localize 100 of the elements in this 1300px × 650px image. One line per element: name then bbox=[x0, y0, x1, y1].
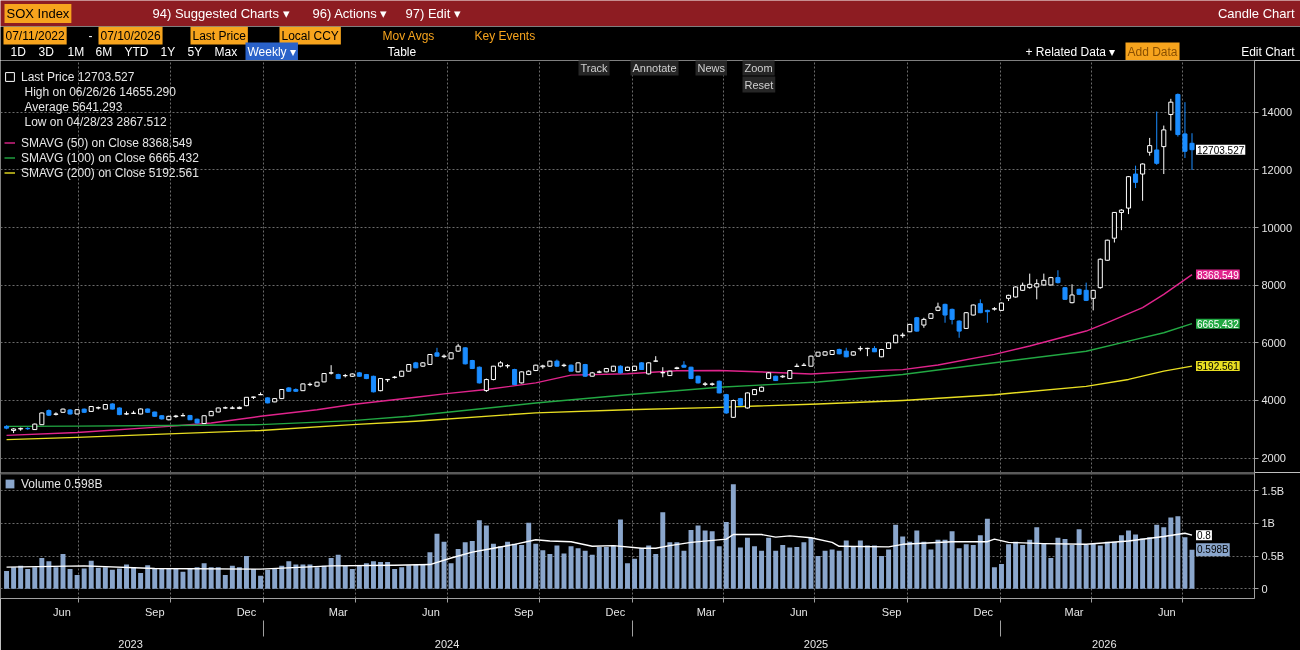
bar bbox=[603, 546, 609, 589]
bar bbox=[307, 564, 313, 589]
candlestick bbox=[1140, 162, 1146, 202]
bar bbox=[356, 565, 362, 589]
bar bbox=[632, 558, 638, 589]
bar bbox=[928, 549, 934, 589]
legend-label: SMAVG (50) on Close 8368.549 bbox=[21, 135, 193, 150]
bar bbox=[822, 550, 828, 589]
bar bbox=[709, 531, 715, 589]
bar bbox=[159, 569, 165, 589]
bar bbox=[1034, 527, 1040, 589]
text: 07/11/2022 bbox=[5, 28, 65, 43]
x-tick-label: Dec bbox=[605, 605, 626, 618]
bar bbox=[462, 542, 468, 589]
bar bbox=[646, 545, 652, 589]
bar bbox=[970, 544, 976, 589]
text: Last Price bbox=[192, 28, 247, 43]
bar bbox=[265, 569, 271, 589]
annotation: Reset bbox=[744, 78, 774, 91]
text: Mov Avgs bbox=[382, 28, 435, 43]
line-series bbox=[5, 532, 1193, 570]
x-tick-label: Sep bbox=[881, 605, 902, 618]
bar bbox=[568, 546, 574, 589]
bar bbox=[540, 550, 546, 589]
bar bbox=[286, 561, 292, 589]
bar bbox=[625, 563, 630, 589]
bar bbox=[787, 547, 793, 589]
bar bbox=[1175, 516, 1181, 589]
bar bbox=[236, 567, 242, 589]
bar bbox=[272, 569, 278, 589]
bar bbox=[145, 565, 151, 589]
annotation: News bbox=[697, 61, 726, 74]
bar bbox=[392, 569, 398, 589]
bar bbox=[258, 575, 264, 589]
candlestick bbox=[1034, 278, 1040, 300]
y-tick-label: 0.5B bbox=[1261, 550, 1285, 563]
bar bbox=[744, 537, 750, 589]
y-tick-label: 4000 bbox=[1261, 394, 1286, 407]
bar bbox=[617, 519, 623, 589]
bar bbox=[102, 567, 108, 589]
bar bbox=[406, 565, 412, 589]
bar bbox=[131, 567, 137, 589]
bar bbox=[413, 564, 419, 589]
data-label: 0.8 bbox=[1197, 530, 1212, 542]
bar bbox=[455, 548, 461, 589]
bar bbox=[109, 569, 115, 589]
bar bbox=[138, 573, 144, 589]
bar bbox=[653, 554, 659, 589]
bar bbox=[328, 558, 334, 589]
x-tick-label: Mar bbox=[328, 605, 348, 618]
text: 07/10/2026 bbox=[100, 28, 161, 43]
x-tick-label: Dec bbox=[973, 605, 994, 618]
bar bbox=[582, 550, 588, 589]
data-label: 8368.549 bbox=[1197, 269, 1240, 281]
bar bbox=[1140, 538, 1146, 589]
bar bbox=[1104, 541, 1110, 589]
bar bbox=[1048, 558, 1054, 589]
x-tick-label: Jun bbox=[422, 605, 440, 618]
bar bbox=[977, 535, 983, 589]
bar bbox=[1069, 544, 1075, 589]
bar bbox=[667, 542, 673, 589]
x-tick-label: Mar bbox=[1064, 605, 1084, 618]
bar bbox=[843, 540, 849, 589]
bar bbox=[293, 564, 299, 589]
annotation: Track bbox=[580, 61, 609, 74]
legend-label: SMAVG (100) on Close 6665.432 bbox=[21, 150, 199, 165]
bar bbox=[483, 525, 489, 589]
bar bbox=[526, 522, 532, 589]
annotation: Low on 04/28/23 2867.512 bbox=[24, 115, 167, 129]
bar bbox=[166, 568, 172, 589]
bar bbox=[610, 545, 616, 589]
bar bbox=[4, 571, 10, 589]
x2-tick-label: 2026 bbox=[1092, 637, 1117, 650]
bar bbox=[1020, 544, 1026, 589]
bar bbox=[420, 564, 426, 589]
bar bbox=[766, 537, 772, 589]
bar bbox=[1013, 541, 1019, 589]
bar bbox=[752, 546, 757, 589]
y-tick-label: 6000 bbox=[1261, 336, 1286, 349]
bar bbox=[441, 541, 447, 589]
bar bbox=[342, 565, 348, 589]
y-tick-label: 0 bbox=[1261, 582, 1268, 595]
bar bbox=[730, 484, 736, 589]
x-tick-label: Sep bbox=[144, 605, 165, 618]
bar bbox=[215, 567, 221, 589]
y-tick-label: 8000 bbox=[1261, 279, 1286, 292]
y-tick-label: 10000 bbox=[1261, 221, 1293, 234]
bar bbox=[505, 541, 511, 589]
text: YTD bbox=[124, 44, 149, 59]
legend-label: Last Price 12703.527 bbox=[21, 69, 135, 84]
bar bbox=[759, 550, 765, 589]
bar bbox=[575, 548, 581, 589]
bar bbox=[229, 565, 235, 589]
bar bbox=[18, 565, 24, 589]
bar bbox=[1090, 543, 1096, 589]
text: 1M bbox=[67, 44, 85, 59]
x2-tick-label: 2024 bbox=[434, 637, 460, 650]
bar bbox=[1168, 517, 1174, 589]
text: Edit Chart bbox=[1241, 44, 1296, 59]
text: Max bbox=[214, 44, 238, 59]
